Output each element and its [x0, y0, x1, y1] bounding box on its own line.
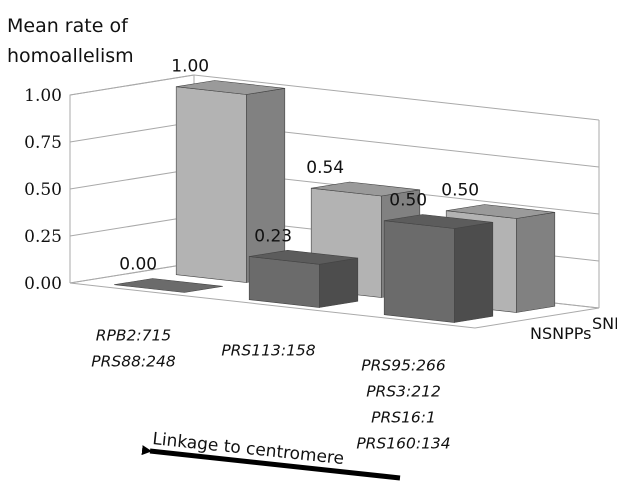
- data-label: 0.50: [441, 181, 479, 201]
- series-label-NSNPPs: NSNPPs: [530, 324, 591, 343]
- series-label-SNPPs: SNPPs: [592, 314, 617, 333]
- y-tick-label: 0.50: [24, 180, 62, 200]
- y-axis-title-line2: homoallelism: [7, 45, 134, 67]
- bar-SNPPs-1: [175, 80, 286, 283]
- bar-NSNPPs-1: [114, 278, 223, 293]
- category-label-line: PRS95:266: [361, 357, 446, 375]
- data-label: 1.00: [171, 57, 209, 77]
- data-label: 0.54: [306, 158, 344, 178]
- data-labels: 1.00 0.54 0.50 0.00 0.23 0.50: [119, 57, 479, 275]
- category-label-2: PRS113:158: [221, 342, 315, 360]
- y-tick-label: 0.00: [24, 274, 62, 294]
- data-label: 0.23: [254, 226, 292, 246]
- bars: [114, 80, 556, 323]
- y-axis-ticks: 0.00 0.25 0.50 0.75 1.00: [24, 86, 62, 294]
- y-tick-label: 1.00: [24, 86, 62, 106]
- category-label-line: PRS113:158: [221, 342, 315, 360]
- category-label-line: PRS3:212: [366, 383, 441, 401]
- category-labels: RPB2:715 PRS88:248 PRS113:158 PRS95:266 PRS3…: [91, 327, 450, 453]
- category-label-line: PRS88:248: [91, 353, 176, 371]
- data-label: 0.00: [119, 255, 157, 275]
- data-label: 0.50: [389, 191, 427, 211]
- bar-NSNPPs-2: [248, 249, 359, 308]
- bar-NSNPPs-3: [383, 214, 494, 323]
- y-axis-title-line1: Mean rate of: [7, 15, 129, 37]
- category-label-line: PRS160:134: [356, 435, 450, 453]
- y-tick-label: 0.25: [24, 227, 62, 247]
- category-label-3: PRS95:266 PRS3:212 PRS16:1 PRS160:134: [356, 357, 450, 453]
- category-label-1: RPB2:715 PRS88:248: [91, 327, 176, 371]
- gridline: [69, 74, 600, 121]
- y-tick-label: 0.75: [24, 133, 62, 153]
- arrow-line: [141, 445, 401, 481]
- category-label-line: RPB2:715: [96, 327, 171, 345]
- series-labels: NSNPPsSNPPs: [530, 314, 617, 343]
- category-label-line: PRS16:1: [371, 409, 436, 427]
